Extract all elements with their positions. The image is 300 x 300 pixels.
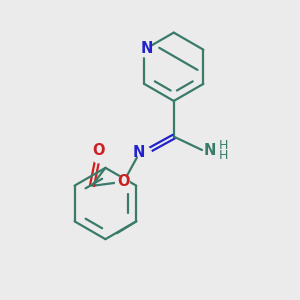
Point: [119, 180, 124, 185]
Text: N: N: [141, 41, 153, 56]
Text: O: O: [92, 143, 105, 158]
Point: [142, 47, 147, 52]
Point: [142, 151, 146, 155]
Text: H: H: [218, 139, 228, 152]
Point: [96, 154, 100, 158]
Text: O: O: [117, 174, 130, 189]
Text: N: N: [203, 143, 216, 158]
Text: H: H: [218, 149, 228, 162]
Text: N: N: [133, 145, 145, 160]
